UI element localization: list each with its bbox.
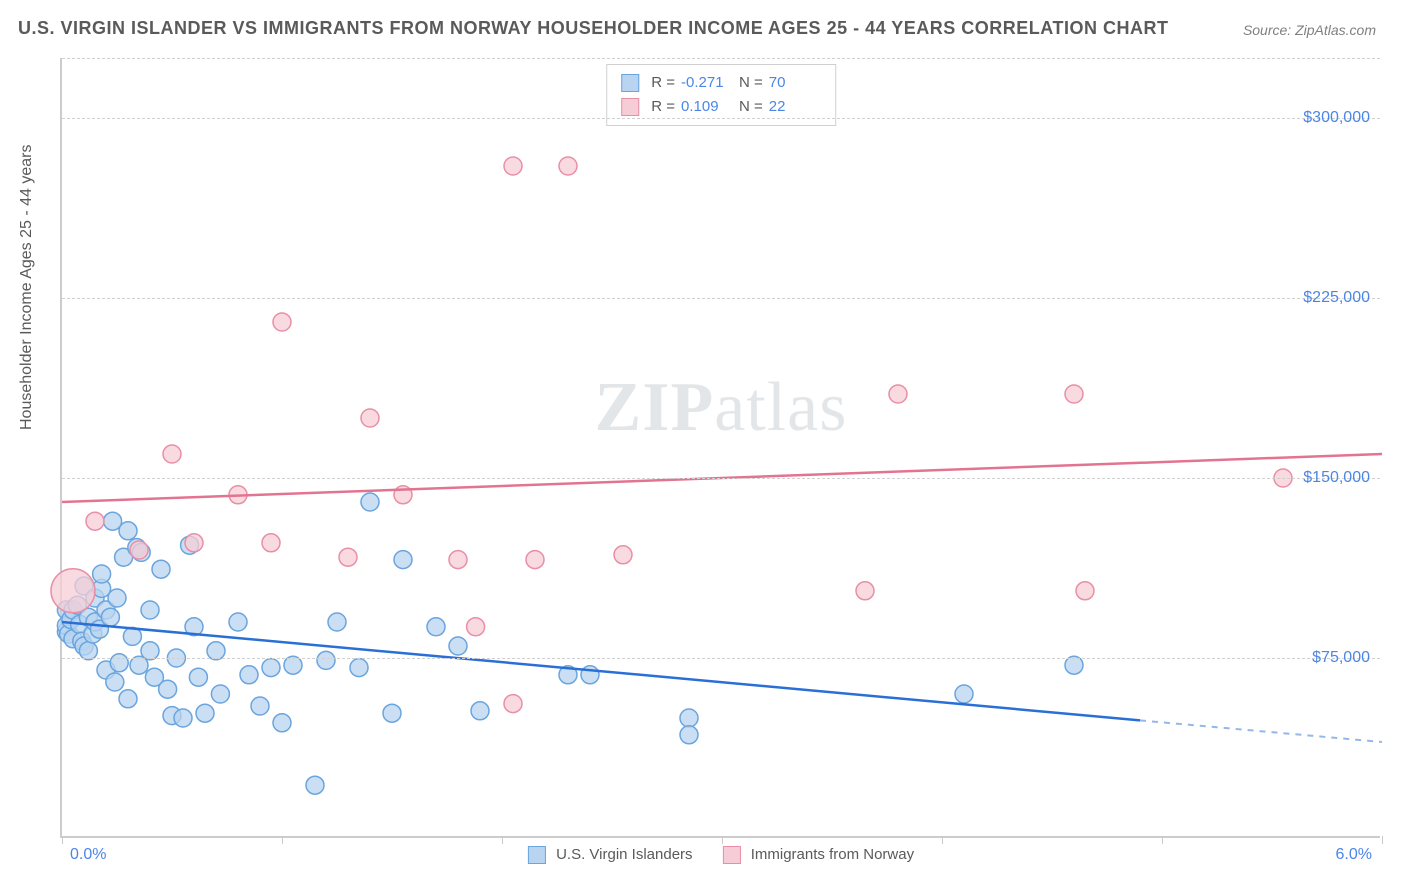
data-point bbox=[361, 409, 379, 427]
legend-series: U.S. Virgin Islanders Immigrants from No… bbox=[528, 846, 914, 864]
y-tick-label: $150,000 bbox=[1303, 469, 1370, 487]
legend-correlation: R = -0.271 N = 70 R = 0.109 N = 22 bbox=[606, 64, 836, 126]
x-tick bbox=[62, 836, 63, 844]
r-label: R = bbox=[651, 71, 675, 95]
n-value-series2: 22 bbox=[769, 95, 821, 119]
legend-item-series1: U.S. Virgin Islanders bbox=[528, 846, 693, 864]
data-point bbox=[101, 608, 119, 626]
data-point bbox=[504, 157, 522, 175]
x-tick bbox=[1382, 836, 1383, 844]
x-axis-max-label: 6.0% bbox=[1336, 846, 1372, 864]
data-point bbox=[262, 534, 280, 552]
data-point bbox=[86, 512, 104, 530]
data-point bbox=[328, 613, 346, 631]
data-point bbox=[889, 385, 907, 403]
data-point bbox=[614, 546, 632, 564]
data-point bbox=[449, 551, 467, 569]
n-value-series1: 70 bbox=[769, 71, 821, 95]
data-point bbox=[106, 673, 124, 691]
chart-title: U.S. VIRGIN ISLANDER VS IMMIGRANTS FROM … bbox=[18, 18, 1168, 39]
data-point bbox=[211, 685, 229, 703]
data-point bbox=[856, 582, 874, 600]
trend-line-extrapolated bbox=[1140, 720, 1382, 742]
data-point bbox=[152, 560, 170, 578]
x-tick bbox=[502, 836, 503, 844]
y-tick-label: $225,000 bbox=[1303, 289, 1370, 307]
y-tick-label: $75,000 bbox=[1312, 649, 1370, 667]
data-point bbox=[273, 714, 291, 732]
data-point bbox=[427, 618, 445, 636]
data-point bbox=[119, 690, 137, 708]
data-point bbox=[189, 668, 207, 686]
data-point bbox=[163, 445, 181, 463]
legend-label-series1: U.S. Virgin Islanders bbox=[556, 846, 692, 863]
data-point bbox=[339, 548, 357, 566]
swatch-series2 bbox=[621, 98, 639, 116]
gridline bbox=[62, 118, 1380, 119]
data-point bbox=[559, 157, 577, 175]
data-point bbox=[526, 551, 544, 569]
plot-area: ZIPatlas R = -0.271 N = 70 R = 0.109 N =… bbox=[60, 58, 1380, 838]
data-point bbox=[93, 565, 111, 583]
data-point bbox=[196, 704, 214, 722]
data-point bbox=[108, 589, 126, 607]
y-tick-label: $300,000 bbox=[1303, 109, 1370, 127]
data-point bbox=[394, 551, 412, 569]
data-point bbox=[317, 651, 335, 669]
r-value-series2: 0.109 bbox=[681, 95, 733, 119]
data-point bbox=[361, 493, 379, 511]
swatch-series2-b bbox=[723, 846, 741, 864]
data-point bbox=[504, 695, 522, 713]
trend-line bbox=[62, 622, 1140, 720]
data-point bbox=[467, 618, 485, 636]
data-point bbox=[471, 702, 489, 720]
swatch-series1 bbox=[621, 74, 639, 92]
x-axis-min-label: 0.0% bbox=[70, 846, 106, 864]
data-point bbox=[680, 726, 698, 744]
source-label: Source: ZipAtlas.com bbox=[1243, 22, 1376, 38]
gridline bbox=[62, 58, 1380, 59]
data-point bbox=[350, 659, 368, 677]
swatch-series1-b bbox=[528, 846, 546, 864]
data-point bbox=[110, 654, 128, 672]
data-point bbox=[141, 601, 159, 619]
data-point bbox=[130, 541, 148, 559]
r-value-series1: -0.271 bbox=[681, 71, 733, 95]
data-point bbox=[174, 709, 192, 727]
n-label: N = bbox=[739, 95, 763, 119]
legend-item-series2: Immigrants from Norway bbox=[723, 846, 915, 864]
n-label: N = bbox=[739, 71, 763, 95]
data-point bbox=[251, 697, 269, 715]
data-point bbox=[1065, 385, 1083, 403]
data-point bbox=[185, 534, 203, 552]
data-point bbox=[159, 680, 177, 698]
r-label: R = bbox=[651, 95, 675, 119]
x-tick bbox=[1162, 836, 1163, 844]
data-point bbox=[383, 704, 401, 722]
data-point bbox=[955, 685, 973, 703]
x-tick bbox=[282, 836, 283, 844]
legend-row-series1: R = -0.271 N = 70 bbox=[621, 71, 821, 95]
data-point bbox=[449, 637, 467, 655]
data-point bbox=[1076, 582, 1094, 600]
gridline bbox=[62, 298, 1380, 299]
gridline bbox=[62, 478, 1380, 479]
data-point bbox=[229, 613, 247, 631]
legend-row-series2: R = 0.109 N = 22 bbox=[621, 95, 821, 119]
x-tick bbox=[722, 836, 723, 844]
data-point bbox=[306, 776, 324, 794]
data-point bbox=[240, 666, 258, 684]
data-point bbox=[262, 659, 280, 677]
gridline bbox=[62, 658, 1380, 659]
data-point bbox=[119, 522, 137, 540]
data-point bbox=[680, 709, 698, 727]
chart-svg bbox=[62, 58, 1380, 836]
x-tick bbox=[942, 836, 943, 844]
y-axis-label: Householder Income Ages 25 - 44 years bbox=[18, 145, 36, 431]
data-point bbox=[51, 569, 95, 613]
legend-label-series2: Immigrants from Norway bbox=[751, 846, 914, 863]
data-point bbox=[273, 313, 291, 331]
